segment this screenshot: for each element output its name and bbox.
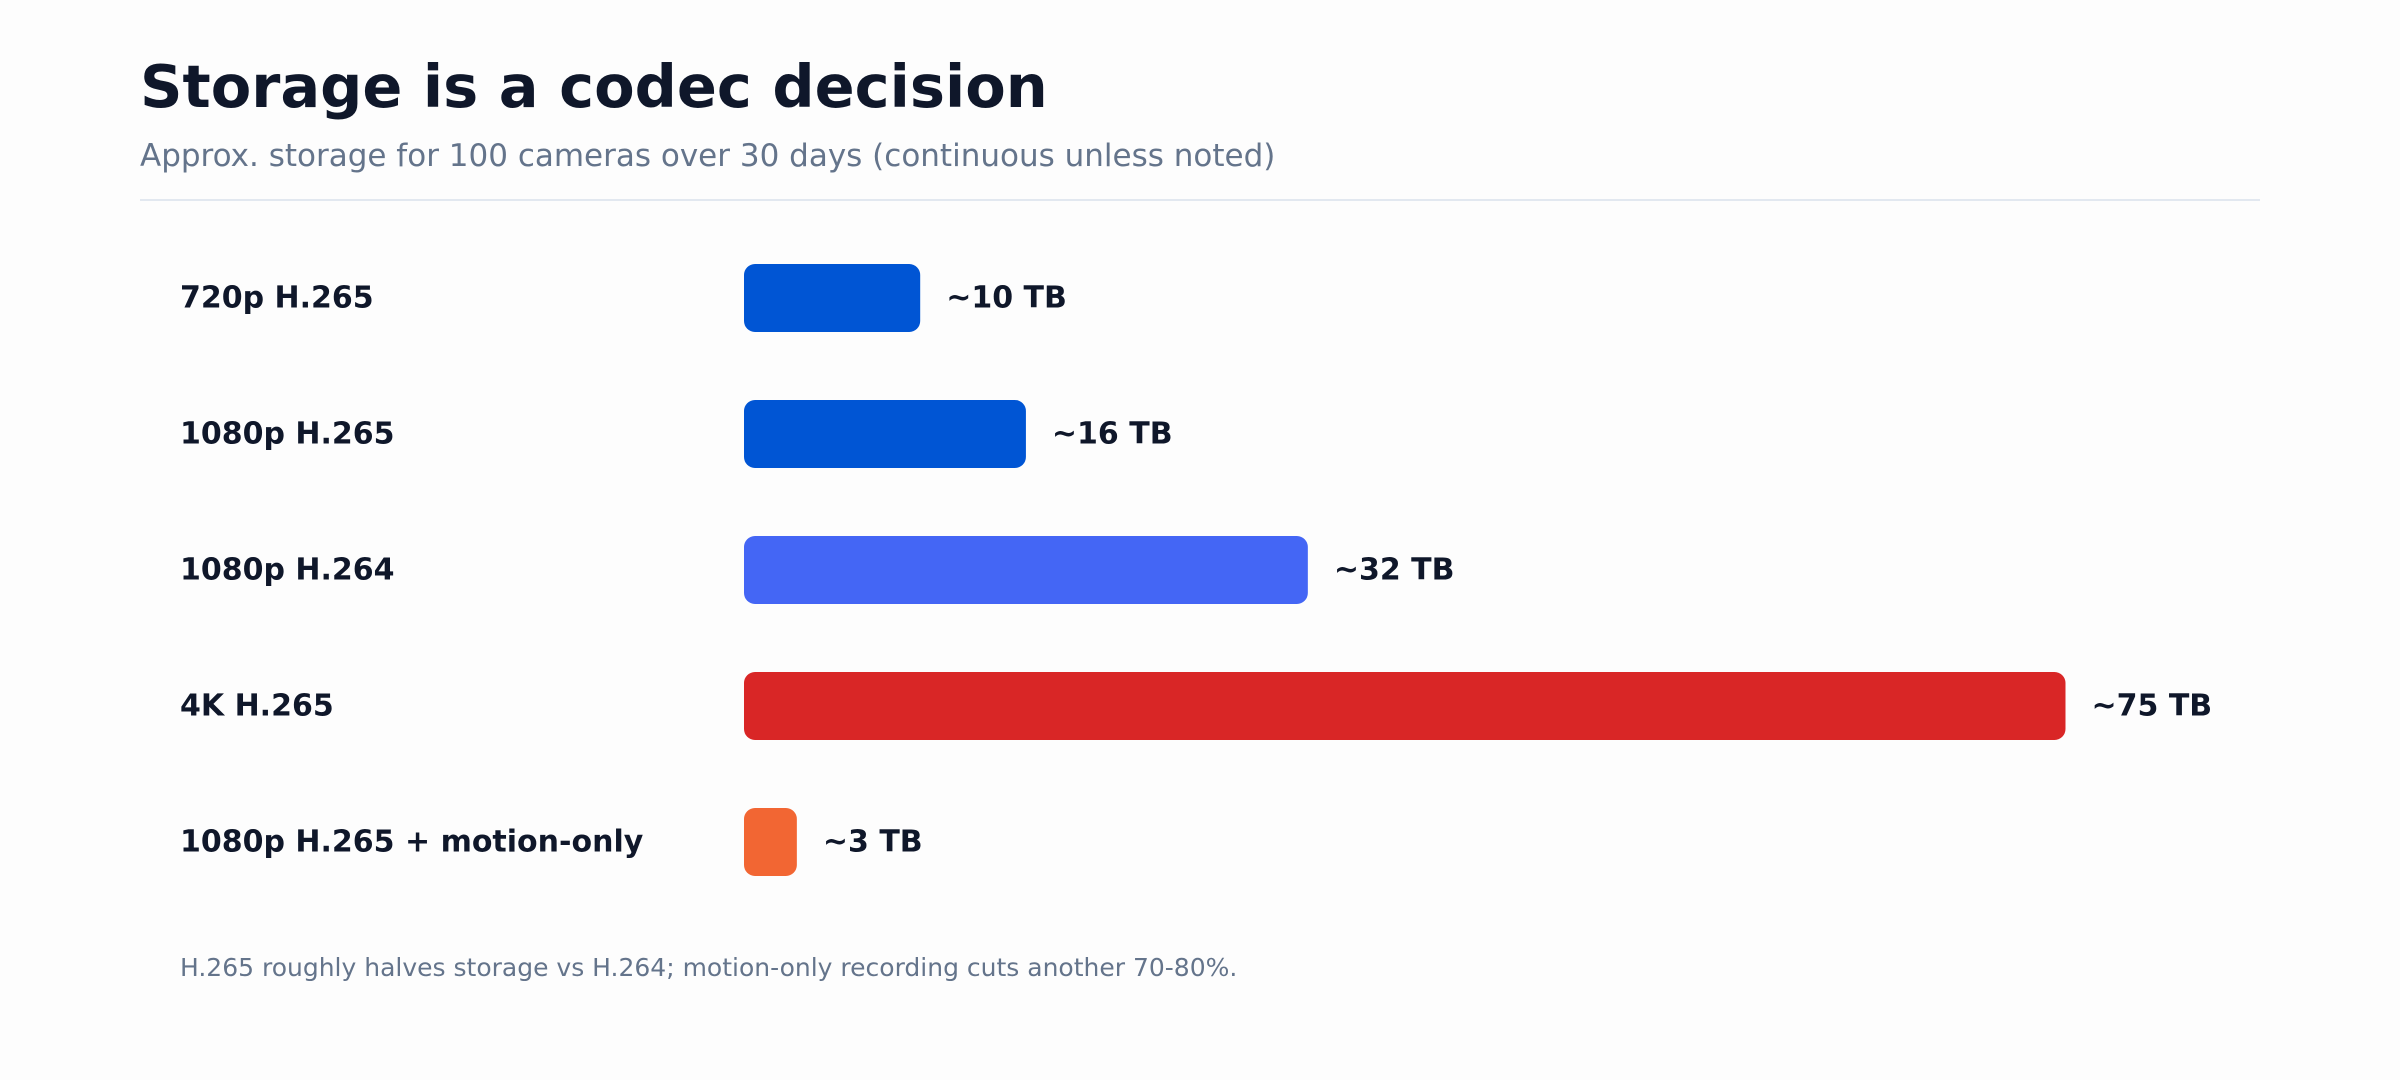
value-label: ~16 TB	[1052, 417, 1173, 452]
chart-subtitle: Approx. storage for 100 cameras over 30 …	[140, 138, 1276, 174]
bar	[744, 808, 797, 876]
bar	[744, 400, 1026, 468]
bar-row: 1080p H.265 + motion-only ~3 TB	[180, 808, 923, 876]
value-label: ~3 TB	[823, 825, 923, 860]
bar-row: 1080p H.264 ~32 TB	[180, 536, 1455, 604]
header-divider	[140, 199, 2260, 201]
bar	[744, 264, 921, 332]
category-label: 1080p H.265 + motion-only	[180, 825, 644, 860]
value-label: ~75 TB	[2092, 689, 2213, 724]
value-label: ~10 TB	[946, 281, 1067, 316]
value-label: ~32 TB	[1334, 553, 1455, 588]
chart-footnote: H.265 roughly halves storage vs H.264; m…	[180, 953, 1238, 982]
category-label: 4K H.265	[180, 689, 334, 724]
category-label: 720p H.265	[180, 281, 374, 316]
bar	[744, 536, 1308, 604]
category-label: 1080p H.265	[180, 417, 395, 452]
bar-row: 720p H.265 ~10 TB	[180, 264, 1067, 332]
chart-title: Storage is a codec decision	[140, 52, 1048, 121]
bar-row: 4K H.265 ~75 TB	[180, 672, 2212, 740]
category-label: 1080p H.264	[180, 553, 395, 588]
bar	[744, 672, 2066, 740]
bar-row: 1080p H.265 ~16 TB	[180, 400, 1173, 468]
